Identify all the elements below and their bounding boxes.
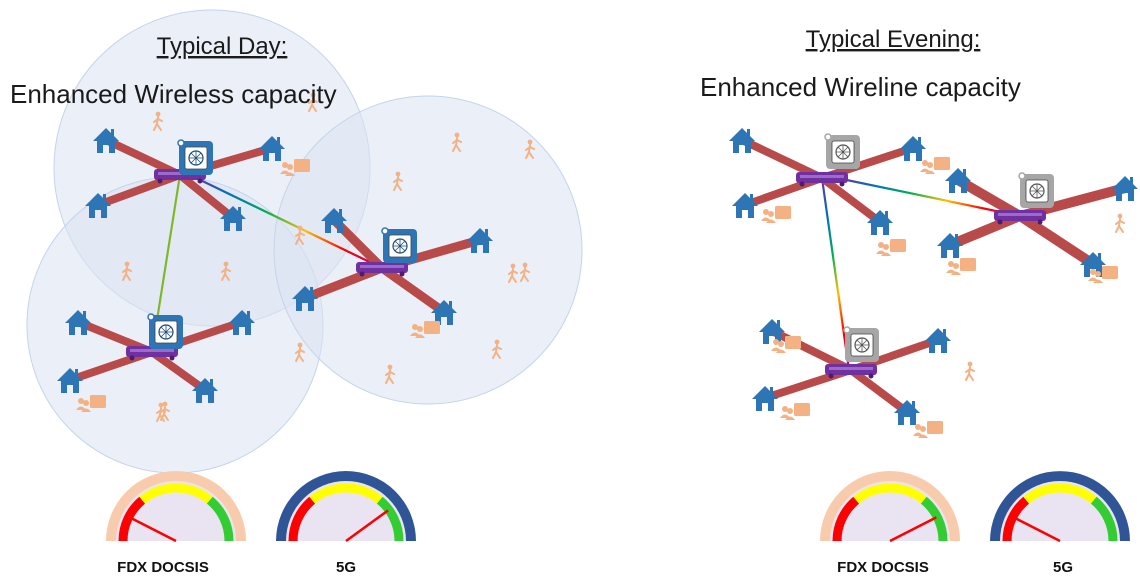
user-group-icon xyxy=(1088,266,1118,283)
coax-cable xyxy=(819,174,883,226)
person-icon xyxy=(308,92,318,112)
day-fdx-gauge-label: FDX DOCSIS xyxy=(117,559,209,576)
person-icon xyxy=(1115,213,1125,233)
person-icon xyxy=(221,261,231,281)
house-icon xyxy=(220,206,246,231)
house-icon xyxy=(937,233,963,258)
fiber-node-icon xyxy=(994,210,1046,225)
small-cell-icon xyxy=(1018,172,1054,208)
house-icon xyxy=(925,328,951,353)
house-icon xyxy=(945,168,971,193)
evening-subtitle: Enhanced Wireline capacity xyxy=(700,72,1021,102)
coax-cable xyxy=(740,136,824,182)
gauge-needle xyxy=(129,516,177,543)
wireless-backhaul-link xyxy=(836,176,1021,218)
person-icon xyxy=(508,263,518,283)
small-cell-icon xyxy=(177,139,213,175)
user-group-icon xyxy=(771,336,801,353)
person-icon xyxy=(492,339,502,359)
evening-fdx-gauge-label: FDX DOCSIS xyxy=(837,559,929,576)
house-icon xyxy=(894,400,920,425)
house-icon xyxy=(1080,252,1106,277)
person-icon xyxy=(965,361,975,381)
fiber-node-icon xyxy=(796,172,848,187)
coax-cable xyxy=(1017,211,1096,269)
person-icon xyxy=(153,111,163,131)
house-icon xyxy=(431,300,457,325)
wireless-backhaul-link xyxy=(189,174,383,269)
evening-title: Typical Evening: xyxy=(806,26,981,53)
person-icon xyxy=(525,139,535,159)
house-icon xyxy=(867,210,893,235)
person-icon xyxy=(122,261,132,281)
house-icon xyxy=(729,128,755,153)
person-icon xyxy=(452,132,462,152)
coax-cable xyxy=(149,348,208,394)
coax-cable xyxy=(848,366,910,416)
house-icon xyxy=(259,136,285,161)
user-group-icon xyxy=(920,157,950,174)
evening-5g-gauge xyxy=(990,471,1130,543)
house-icon xyxy=(467,228,493,253)
house-icon xyxy=(192,378,218,403)
house-icon xyxy=(292,286,318,311)
user-group-icon xyxy=(913,421,943,438)
small-cell-icon xyxy=(381,227,417,263)
fiber-node-icon xyxy=(825,364,877,379)
coax-cable xyxy=(379,264,447,316)
house-icon xyxy=(900,136,926,161)
day-5g-gauge-label: 5G xyxy=(336,559,356,576)
house-icon xyxy=(752,386,778,411)
house-icon xyxy=(65,310,91,335)
device-layer xyxy=(57,92,1138,438)
gauge-needle xyxy=(889,516,937,543)
day-subtitle: Enhanced Wireless capacity xyxy=(10,79,337,109)
user-group-icon xyxy=(410,321,440,338)
day-5g-gauge xyxy=(276,471,416,543)
gauge-needle xyxy=(345,509,389,543)
person-icon xyxy=(520,262,530,282)
person-icon xyxy=(295,342,305,362)
user-group-icon xyxy=(946,258,976,275)
person-icon xyxy=(156,402,166,422)
gauge-needle xyxy=(1013,516,1061,543)
small-cell-icon xyxy=(147,313,183,349)
house-icon xyxy=(1112,176,1138,201)
house-icon xyxy=(229,310,255,335)
gauge-layer xyxy=(106,471,1130,543)
user-group-icon xyxy=(280,159,310,176)
house-icon xyxy=(732,193,758,218)
coverage-area xyxy=(273,95,583,405)
user-group-icon xyxy=(76,395,106,412)
wireless-backhaul-link xyxy=(820,177,851,371)
fiber-node-icon xyxy=(356,262,408,277)
user-group-icon xyxy=(780,403,810,420)
coax-cable xyxy=(177,171,236,222)
day-title: Typical Day: xyxy=(157,33,288,60)
small-cell-icon xyxy=(824,133,860,169)
user-group-icon xyxy=(876,239,906,256)
house-icon xyxy=(57,368,83,393)
evening-fdx-gauge xyxy=(820,471,960,543)
house-icon xyxy=(85,193,111,218)
house-icon xyxy=(759,319,785,344)
person-icon xyxy=(295,225,305,245)
user-group-icon xyxy=(761,206,791,223)
person-icon xyxy=(393,171,403,191)
house-icon xyxy=(93,128,119,153)
house-icon xyxy=(321,208,347,233)
person-icon xyxy=(385,364,395,384)
day-fdx-gauge xyxy=(106,471,246,543)
small-cell-icon xyxy=(843,326,879,362)
evening-5g-gauge-label: 5G xyxy=(1053,559,1073,576)
